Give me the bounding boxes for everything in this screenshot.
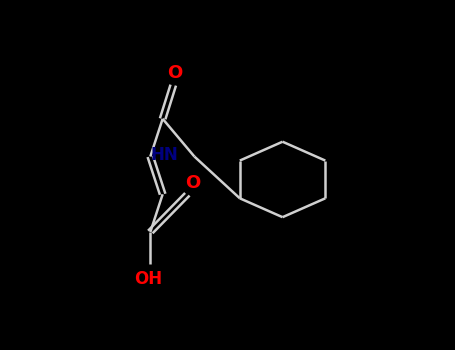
Text: HN: HN (151, 146, 178, 164)
Text: OH: OH (135, 270, 162, 288)
Text: O: O (167, 64, 182, 83)
Text: O: O (185, 174, 200, 191)
